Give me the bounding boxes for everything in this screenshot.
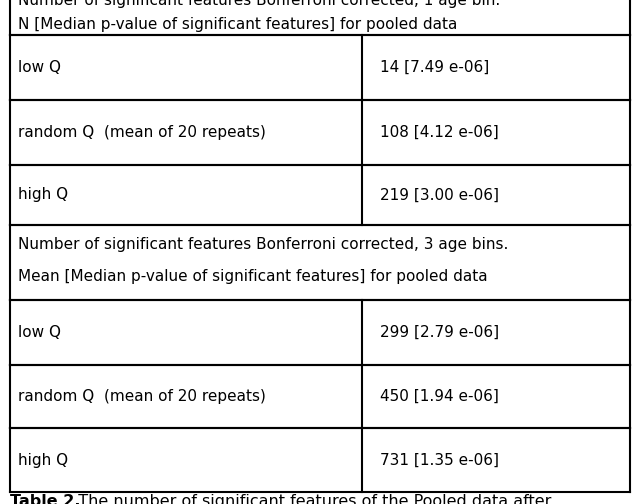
Text: Number of significant features Bonferroni corrected, 3 age bins.: Number of significant features Bonferron… [18, 237, 508, 253]
Text: high Q: high Q [18, 453, 68, 468]
Text: 299 [2.79 e-06]: 299 [2.79 e-06] [380, 325, 499, 340]
Text: random Q  (mean of 20 repeats): random Q (mean of 20 repeats) [18, 389, 266, 404]
Text: random Q  (mean of 20 repeats): random Q (mean of 20 repeats) [18, 125, 266, 140]
Text: 108 [4.12 e-06]: 108 [4.12 e-06] [380, 125, 499, 140]
Text: 731 [1.35 e-06]: 731 [1.35 e-06] [380, 453, 499, 468]
Text: Number of significant features Bonferroni corrected, 1 age bin.: Number of significant features Bonferron… [18, 0, 500, 8]
Text: low Q: low Q [18, 325, 61, 340]
Text: 219 [3.00 e-06]: 219 [3.00 e-06] [380, 187, 499, 203]
Text: The number of significant features of the Pooled data after
Bonferroni correctio: The number of significant features of th… [68, 494, 552, 504]
Text: N [Median p-value of significant features] for pooled data: N [Median p-value of significant feature… [18, 18, 458, 32]
Text: 14 [7.49 e-06]: 14 [7.49 e-06] [380, 60, 489, 75]
Text: Mean [Median p-value of significant features] for pooled data: Mean [Median p-value of significant feat… [18, 270, 488, 284]
Text: 450 [1.94 e-06]: 450 [1.94 e-06] [380, 389, 499, 404]
Text: low Q: low Q [18, 60, 61, 75]
Text: Table 2.: Table 2. [10, 494, 81, 504]
Text: high Q: high Q [18, 187, 68, 203]
